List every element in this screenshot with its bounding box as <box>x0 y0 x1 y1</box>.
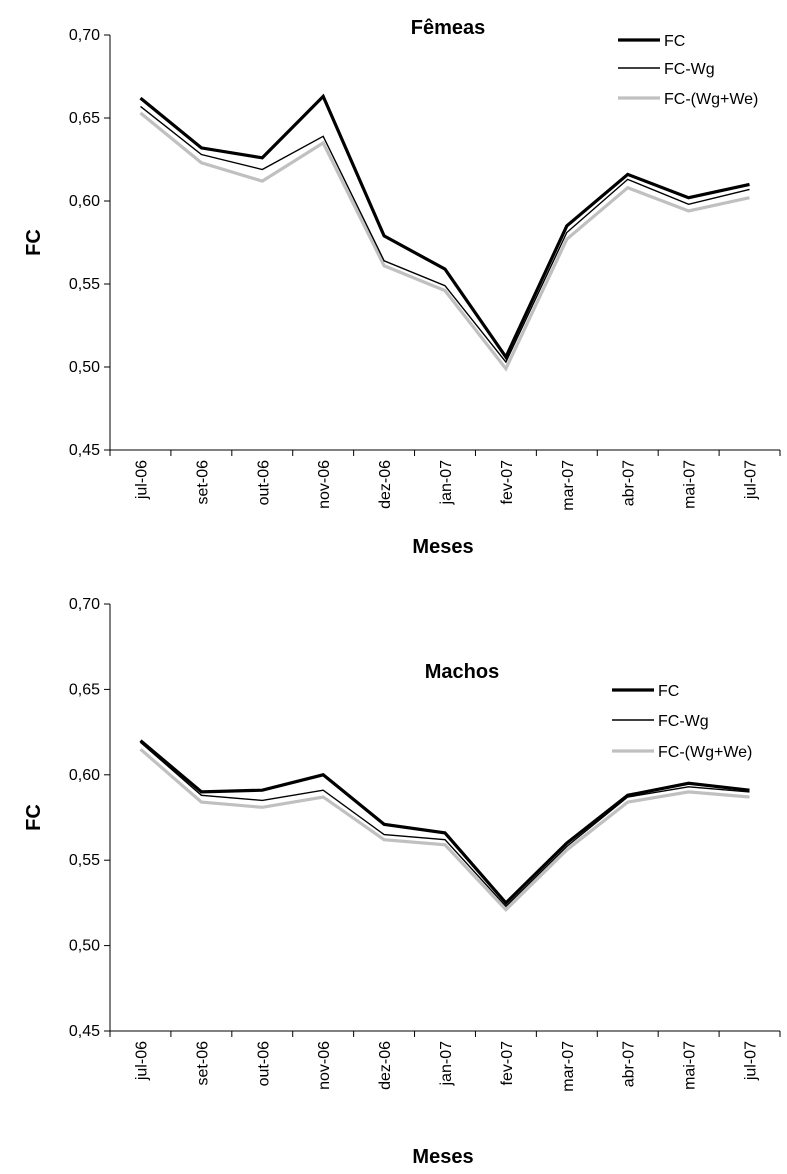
legend: FC FC-Wg FC-(Wg+We) <box>618 33 758 108</box>
x-tick-label: set-06 <box>194 460 211 505</box>
x-tick-label: nov-06 <box>316 1041 333 1090</box>
x-axis-title: Meses <box>412 1146 473 1168</box>
y-tick-label: 0,65 <box>69 110 100 127</box>
legend-label: FC <box>664 33 685 50</box>
x-tick-label: dez-06 <box>377 1041 394 1090</box>
series-line-fc <box>139 739 750 906</box>
chart-2: 0,45 0,50 0,55 0,60 0,65 0,70 jul-06 set-06 out-… <box>23 596 781 1168</box>
x-tick-label: jul-07 <box>743 1041 760 1081</box>
x-tick-label: jan-07 <box>438 460 455 506</box>
legend-label: FC-(Wg+We) <box>658 744 752 761</box>
x-tick-label: mai-07 <box>682 1041 699 1090</box>
legend-label: FC-Wg <box>664 61 715 78</box>
x-tick-label: dez-06 <box>377 460 394 509</box>
x-tick-label: jul-06 <box>133 460 150 500</box>
chart-title: Machos <box>425 661 499 683</box>
y-tick-label: 0,45 <box>69 1023 100 1040</box>
y-tick-label: 0,45 <box>69 442 100 459</box>
x-tick-label: set-06 <box>194 1041 211 1086</box>
series-line-fc-wg-we <box>139 747 750 912</box>
y-axis-title: FC <box>23 229 45 256</box>
x-tick-label: out-06 <box>255 460 272 505</box>
series-line-fc-wg <box>140 105 750 364</box>
legend: FC FC-Wg FC-(Wg+We) <box>612 683 752 761</box>
y-tick-label: 0,55 <box>69 852 100 869</box>
legend-label: FC-(Wg+We) <box>664 91 758 108</box>
x-tick-label: fev-07 <box>499 1041 516 1086</box>
series-line-fc <box>139 93 750 361</box>
x-tick-label: nov-06 <box>316 460 333 509</box>
x-tick-label: abr-07 <box>621 1041 638 1087</box>
y-tick-label: 0,70 <box>69 27 100 44</box>
y-tick-label: 0,70 <box>69 596 100 613</box>
y-tick-label: 0,65 <box>69 681 100 698</box>
y-tick-label: 0,50 <box>69 359 100 376</box>
x-tick-label: mai-07 <box>682 460 699 509</box>
legend-label: FC-Wg <box>658 713 709 730</box>
chart-1: 0,45 0,50 0,55 0,60 0,65 0,70 jul-06 set-06 out-… <box>23 17 781 558</box>
y-tick-label: 0,60 <box>69 193 100 210</box>
x-axis-title: Meses <box>412 536 473 558</box>
x-tick-label: mar-07 <box>560 1041 577 1092</box>
x-tick-label: mar-07 <box>560 460 577 511</box>
x-tick-label: jan-07 <box>438 1041 455 1087</box>
x-tick-label: jul-07 <box>743 460 760 500</box>
series-line-fc-wg <box>140 741 750 908</box>
series-line-fc-wg-we <box>139 111 750 372</box>
legend-label: FC <box>658 683 679 700</box>
x-tick-label: fev-07 <box>499 460 516 505</box>
x-tick-label: abr-07 <box>621 460 638 506</box>
y-axis-title: FC <box>23 804 45 831</box>
x-tick-label: out-06 <box>255 1041 272 1086</box>
y-tick-label: 0,55 <box>69 276 100 293</box>
x-tick-label: jul-06 <box>133 1041 150 1081</box>
y-tick-label: 0,60 <box>69 767 100 784</box>
chart-title: Fêmeas <box>411 17 486 39</box>
y-tick-label: 0,50 <box>69 938 100 955</box>
